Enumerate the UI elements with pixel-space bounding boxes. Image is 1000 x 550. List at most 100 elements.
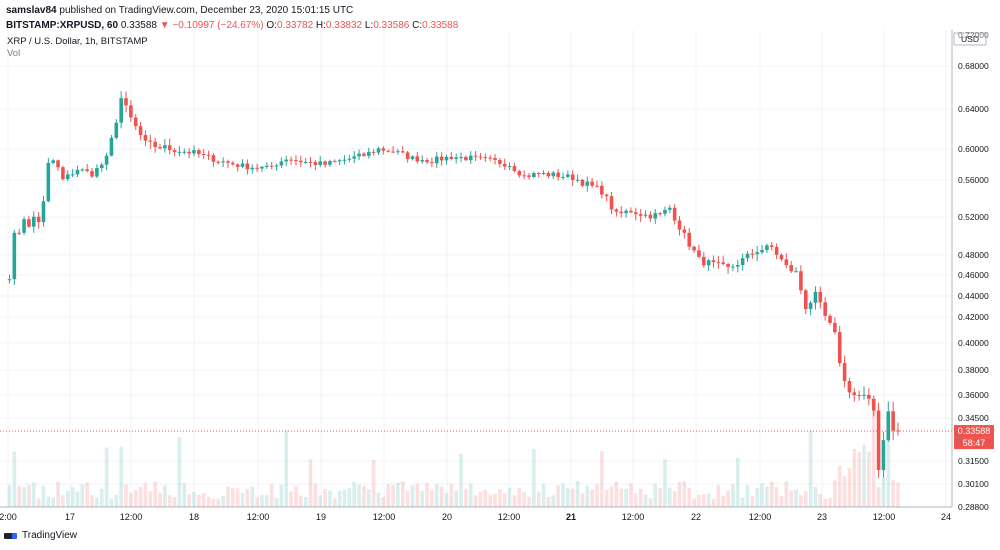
candle-body <box>556 172 560 177</box>
symbol-label: BITSTAMP:XRPUSD, 60 <box>6 20 119 31</box>
volume-bar <box>716 485 721 507</box>
candle-body <box>221 161 225 163</box>
price-badge-text: 0.33588 <box>958 426 991 436</box>
volume-bar <box>31 482 36 507</box>
published-text: published on TradingView.com, December 2… <box>59 5 354 16</box>
brand-name[interactable]: TradingView <box>22 530 78 541</box>
volume-bar <box>488 494 492 507</box>
currency-box[interactable] <box>953 32 987 46</box>
candle-body <box>80 169 85 171</box>
volume-bar <box>56 481 60 507</box>
volume-bar <box>483 489 488 507</box>
volume-bar <box>609 486 614 507</box>
volume-bar <box>400 481 405 507</box>
candle-body <box>876 410 881 471</box>
price-stub-label: 0 <box>958 434 963 444</box>
candlesticks <box>7 91 900 478</box>
volume-bar <box>779 495 784 507</box>
volume-bars <box>7 405 900 507</box>
candle-body <box>289 159 293 161</box>
candle-body <box>274 165 279 167</box>
price-tick-label: 0.56000 <box>958 175 989 185</box>
candle-body <box>240 163 245 167</box>
candle-body <box>837 332 842 364</box>
candle-body <box>828 315 832 323</box>
candle-body <box>886 411 891 441</box>
candle-body <box>138 126 143 136</box>
candle-body <box>22 219 26 233</box>
candle-body <box>70 174 75 176</box>
volume-bar <box>109 498 114 507</box>
quote-line: BITSTAMP:XRPUSD, 60 0.33588 ▼ −0.10997 (… <box>6 18 946 33</box>
volume-bar <box>711 498 716 507</box>
volume-bar <box>245 489 250 507</box>
volume-bar <box>347 487 352 507</box>
candle-body <box>410 156 415 159</box>
candle-body <box>192 150 196 154</box>
volume-bar <box>182 483 187 507</box>
volume-bar <box>255 497 259 507</box>
candle-body <box>231 162 235 165</box>
candle-body <box>595 185 599 187</box>
candle-body <box>235 164 240 167</box>
candle-body <box>483 157 488 159</box>
candle-body <box>420 160 424 162</box>
candle-body <box>570 174 575 181</box>
volume-bar <box>522 491 526 507</box>
volume-bar <box>332 498 337 507</box>
volume-bar <box>799 495 803 507</box>
candle-body <box>638 214 643 216</box>
legend-series[interactable]: XRP / U.S. Dollar, 1h, BITSTAMP <box>7 36 148 47</box>
candle-body <box>459 156 463 158</box>
time-tick-label: 12:00 <box>120 512 143 522</box>
candle-body <box>468 155 473 161</box>
candle-body <box>299 160 303 163</box>
candle-body <box>614 209 619 212</box>
time-scale[interactable]: 2:00 17 12:00 18 12:00 19 12:00 20 12:00 21 12:00 2… <box>0 512 951 522</box>
volume-bar <box>167 495 172 507</box>
volume-bar <box>357 484 361 507</box>
price-change: ▼ −0.10997 (−24.67%) <box>159 20 264 31</box>
last-price: 0.33588 <box>120 20 157 31</box>
candle-body <box>172 150 177 152</box>
price-scale[interactable]: 0.68000 0.64000 0.60000 0.56000 0.52000 0.480… <box>958 61 989 512</box>
candle-body <box>779 254 784 260</box>
volume-bar <box>299 495 303 507</box>
top-partial-tick: 0.72000 <box>958 30 989 40</box>
volume-bar <box>590 489 594 507</box>
volume-bar <box>410 485 415 507</box>
candle-body <box>823 302 827 316</box>
volume-bar <box>153 481 157 507</box>
volume-bar <box>677 481 682 507</box>
volume-bar <box>124 484 128 507</box>
candle-body <box>124 98 128 106</box>
volume-bar <box>536 491 541 507</box>
low-label: L: <box>364 20 374 31</box>
volume-bar <box>580 493 585 507</box>
candle-body <box>153 141 157 148</box>
candle-body <box>677 220 682 230</box>
close-label: C: <box>412 20 423 31</box>
volume-bar <box>206 496 211 507</box>
candle-body <box>624 210 628 214</box>
candle-body <box>784 259 789 266</box>
volume-bar <box>104 447 109 507</box>
volume-bar <box>323 488 327 507</box>
price-chart[interactable]: 0.68000 0.64000 0.60000 0.56000 0.52000 0.480… <box>0 30 1000 527</box>
legend-volume[interactable]: Vol <box>7 48 20 59</box>
candle-body <box>609 196 614 210</box>
candle-body <box>75 169 80 175</box>
volume-bar <box>22 487 26 507</box>
candle-body <box>857 395 861 397</box>
candle-body <box>774 246 779 255</box>
volume-bar <box>265 494 269 507</box>
time-tick-label: 12:00 <box>749 512 772 522</box>
volume-bar <box>750 496 755 507</box>
volume-bar <box>260 494 264 507</box>
publisher-name[interactable]: samslav84 <box>6 5 57 16</box>
volume-bar <box>867 451 871 507</box>
candle-body <box>842 363 847 382</box>
volume-bar <box>624 488 628 507</box>
candle-body <box>522 175 526 177</box>
candle-body <box>114 122 119 138</box>
